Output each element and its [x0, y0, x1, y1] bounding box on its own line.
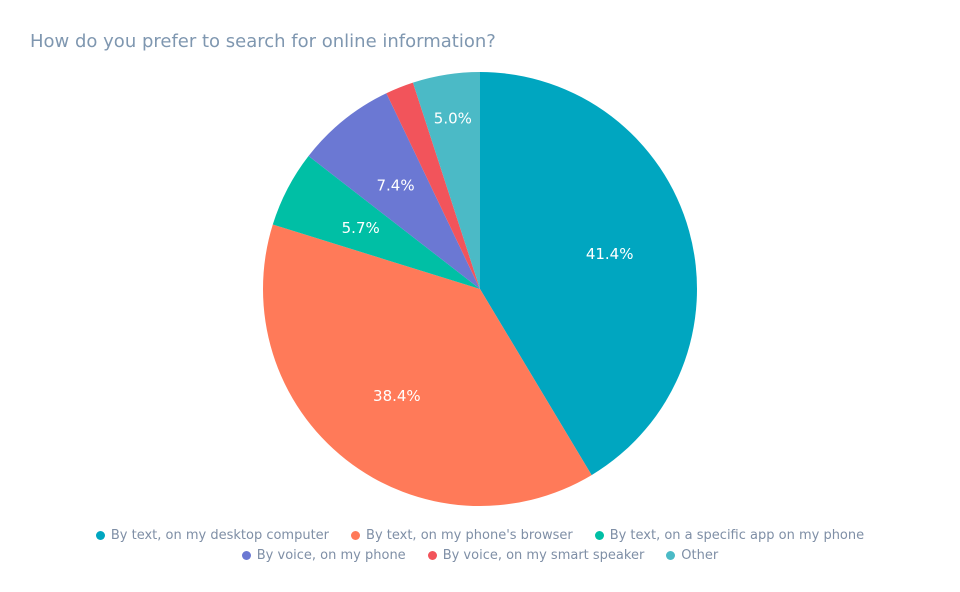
pie-slice-0[interactable] [480, 72, 697, 476]
legend-row-1: By text, on my desktop computer By text,… [0, 525, 960, 545]
legend-swatch-icon [594, 530, 604, 540]
legend-row-2: By voice, on my phone By voice, on my sm… [0, 545, 960, 565]
legend: By text, on my desktop computer By text,… [0, 525, 960, 565]
legend-item[interactable]: By text, on my phone's browser [351, 528, 573, 543]
legend-swatch-icon [666, 550, 676, 560]
pie-slice-2[interactable] [272, 155, 480, 289]
pie-slices [263, 72, 697, 506]
slice-label-3: 7.4% [376, 176, 414, 194]
legend-item[interactable]: Other [666, 548, 718, 563]
legend-label: By voice, on my phone [256, 547, 406, 563]
legend-item[interactable]: By text, on my desktop computer [95, 527, 330, 543]
pie-slice-3[interactable] [308, 93, 480, 289]
legend-label: By text, on my phone's browser [366, 527, 573, 543]
pie-slice-4[interactable] [386, 82, 480, 290]
chart-title: How do you prefer to search for online i… [30, 31, 496, 52]
legend-item[interactable]: By voice, on my smart speaker [427, 547, 645, 563]
pie-slice-5[interactable] [412, 72, 480, 289]
legend-label: Other [681, 547, 719, 563]
legend-label: By text, on my desktop computer [110, 527, 330, 543]
slice-label-2: 5.7% [342, 219, 380, 237]
pie-slice-1[interactable] [263, 224, 592, 506]
legend-item[interactable]: By voice, on my phone [241, 547, 406, 563]
slice-label-1: 38.4% [373, 387, 421, 405]
legend-label: By voice, on my smart speaker [442, 547, 645, 563]
slice-label-5: 5.0% [434, 110, 472, 128]
legend-swatch-icon [427, 550, 437, 560]
legend-label: By text, on a specific app on my phone [609, 527, 865, 543]
slice-label-0: 41.4% [586, 245, 634, 263]
legend-swatch-icon [351, 530, 361, 540]
legend-swatch-icon [95, 530, 105, 540]
legend-swatch-icon [241, 550, 251, 560]
legend-item[interactable]: By text, on a specific app on my phone [594, 527, 865, 543]
pie-labels: 41.4% 38.4% 5.7% 7.4% 5.0% [342, 110, 634, 405]
